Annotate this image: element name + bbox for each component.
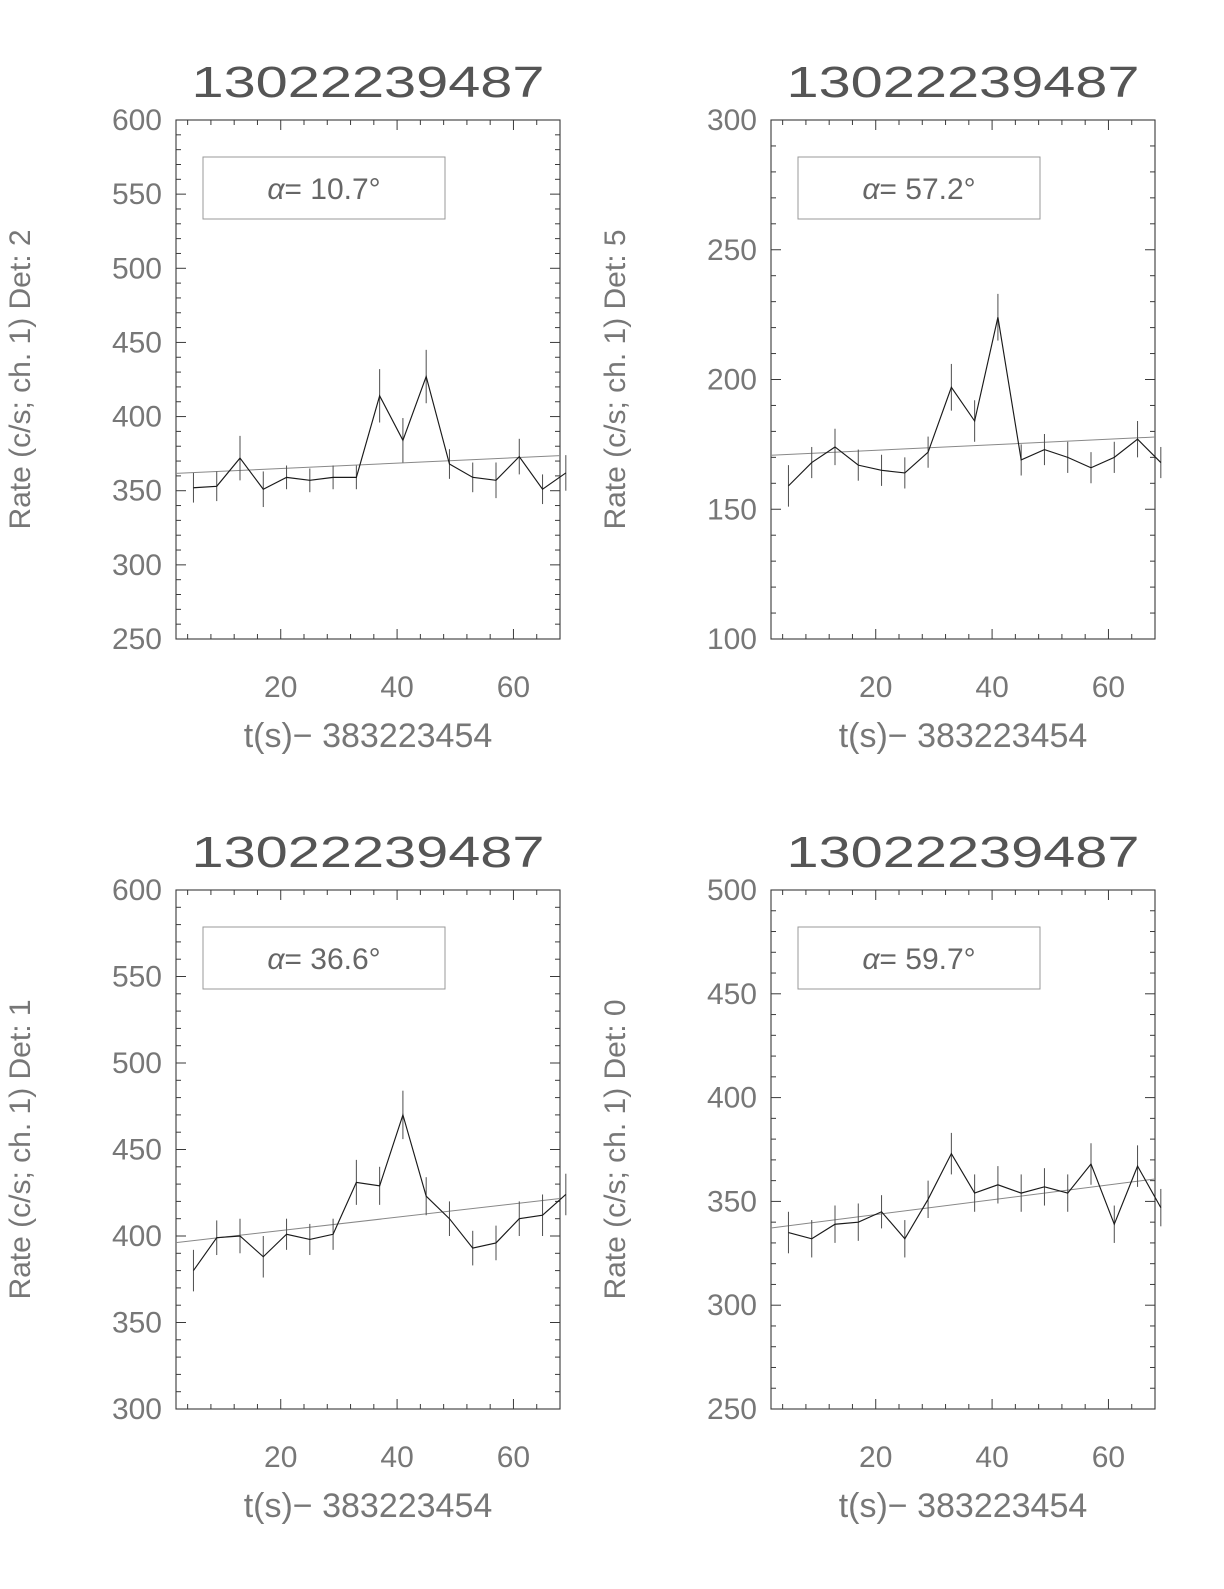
svg-text:250: 250 [707,1393,757,1426]
svg-text:20: 20 [264,1441,297,1474]
svg-text:500: 500 [112,252,162,285]
svg-text:Rate (c/s; ch. 1) Det: 2: Rate (c/s; ch. 1) Det: 2 [4,229,37,529]
svg-text:200: 200 [707,364,757,397]
svg-text:13022239487: 13022239487 [787,828,1140,877]
svg-text:450: 450 [112,1134,162,1167]
svg-text:60: 60 [497,1441,530,1474]
svg-text:α= 57.2°: α= 57.2° [862,173,975,206]
svg-text:400: 400 [707,1082,757,1115]
svg-text:t(s)− 383223454: t(s)− 383223454 [839,717,1088,755]
svg-text:α= 10.7°: α= 10.7° [267,173,380,206]
svg-text:Rate (c/s; ch. 1) Det: 5: Rate (c/s; ch. 1) Det: 5 [599,229,632,529]
svg-text:400: 400 [112,1220,162,1253]
svg-text:13022239487: 13022239487 [787,58,1140,107]
svg-text:500: 500 [112,1047,162,1080]
svg-text:60: 60 [1092,1441,1125,1474]
svg-text:150: 150 [707,493,757,526]
svg-text:350: 350 [112,1307,162,1340]
svg-text:20: 20 [859,1441,892,1474]
svg-text:13022239487: 13022239487 [192,58,545,107]
svg-text:60: 60 [1092,671,1125,704]
svg-text:40: 40 [975,671,1008,704]
svg-text:100: 100 [707,623,757,656]
svg-text:500: 500 [707,874,757,907]
svg-text:t(s)− 383223454: t(s)− 383223454 [839,1487,1088,1525]
svg-text:550: 550 [112,961,162,994]
svg-text:600: 600 [112,104,162,137]
svg-text:60: 60 [497,671,530,704]
svg-text:α= 36.6°: α= 36.6° [267,943,380,976]
svg-text:350: 350 [707,1185,757,1218]
svg-text:600: 600 [112,874,162,907]
svg-text:250: 250 [707,234,757,267]
svg-text:40: 40 [975,1441,1008,1474]
svg-text:20: 20 [264,671,297,704]
svg-text:300: 300 [112,1393,162,1426]
svg-text:300: 300 [707,104,757,137]
svg-text:20: 20 [859,671,892,704]
svg-text:400: 400 [112,401,162,434]
svg-text:450: 450 [707,978,757,1011]
svg-text:Rate (c/s; ch. 1) Det: 1: Rate (c/s; ch. 1) Det: 1 [4,999,37,1299]
svg-text:300: 300 [707,1289,757,1322]
svg-text:350: 350 [112,475,162,508]
svg-text:13022239487: 13022239487 [192,828,545,877]
svg-text:t(s)− 383223454: t(s)− 383223454 [244,717,493,755]
svg-text:450: 450 [112,326,162,359]
svg-text:Rate (c/s; ch. 1) Det: 0: Rate (c/s; ch. 1) Det: 0 [599,999,632,1299]
svg-text:550: 550 [112,178,162,211]
svg-text:40: 40 [380,1441,413,1474]
svg-text:250: 250 [112,623,162,656]
svg-text:300: 300 [112,549,162,582]
svg-text:α= 59.7°: α= 59.7° [862,943,975,976]
svg-text:t(s)− 383223454: t(s)− 383223454 [244,1487,493,1525]
svg-text:40: 40 [380,671,413,704]
